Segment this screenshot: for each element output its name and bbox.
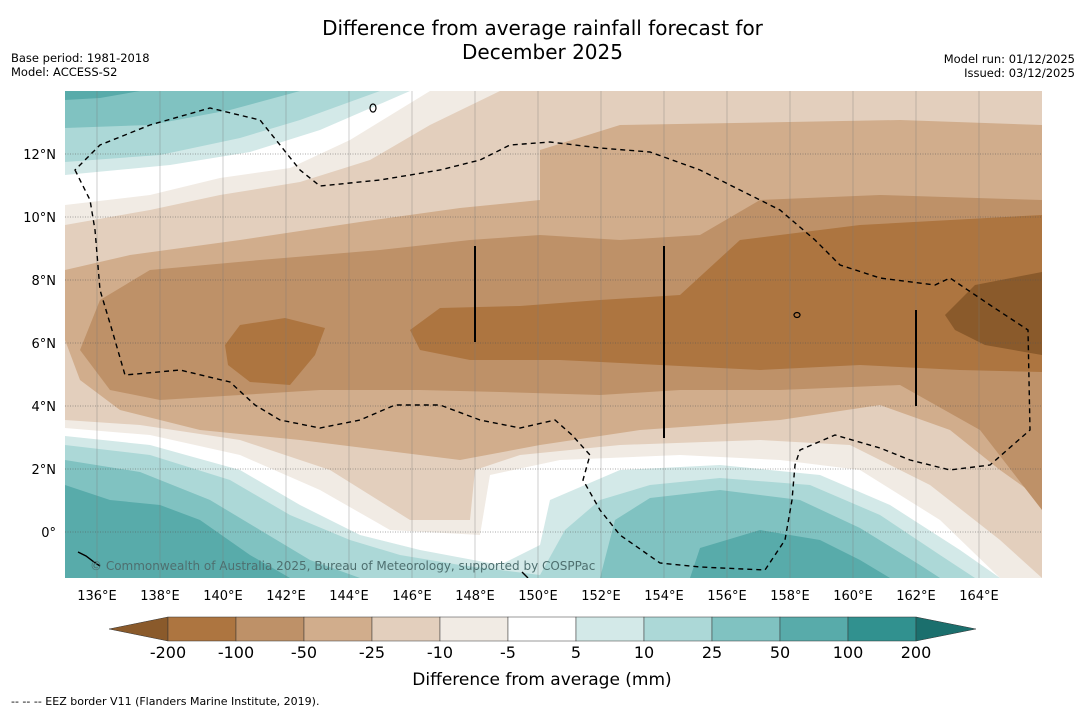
model-run: Model run: 01/12/2025 xyxy=(943,52,1075,66)
colorbar-tick-label: -10 xyxy=(427,643,453,662)
colorbar-tick-label: 50 xyxy=(770,643,790,662)
contour-minus100-east xyxy=(410,215,1042,372)
colorbar-swatch xyxy=(235,616,305,642)
x-tick-label: 152°E xyxy=(581,589,621,604)
eez-border xyxy=(74,107,1031,571)
x-tick-label: 142°E xyxy=(266,589,306,604)
y-tick-label: 12°N xyxy=(23,148,56,163)
colorbar-swatch xyxy=(711,616,781,642)
eez-footnote: -- -- -- EEZ border V11 (Flanders Marine… xyxy=(11,695,320,708)
colorbar-swatch xyxy=(303,616,373,642)
x-tick-label: 144°E xyxy=(329,589,369,604)
colorbar-tick-label: -50 xyxy=(291,643,317,662)
colorbar-swatch xyxy=(371,616,441,642)
colorbar-swatches xyxy=(108,616,977,642)
colorbar-tick-label: 10 xyxy=(634,643,654,662)
title-line-1: Difference from average rainfall forecas… xyxy=(322,16,763,40)
colorbar-arrow-low xyxy=(108,616,169,642)
x-tick-label: 164°E xyxy=(959,589,999,604)
colorbar-tick-label: 25 xyxy=(702,643,722,662)
contour-minus100-west xyxy=(225,318,325,385)
contour-minus200 xyxy=(945,272,1042,355)
x-tick-label: 136°E xyxy=(77,589,117,604)
y-tick-label: 8°N xyxy=(32,274,57,289)
colorbar-swatch xyxy=(779,616,849,642)
islands xyxy=(77,103,917,578)
x-tick-label: 158°E xyxy=(770,589,810,604)
colorbar-tick-label: -100 xyxy=(218,643,254,662)
colorbar-tick-label: -25 xyxy=(359,643,385,662)
meta-left: Base period: 1981-2018 Model: ACCESS-S2 xyxy=(11,51,150,79)
colorbar-tick-label: 5 xyxy=(571,643,581,662)
contour-north-100 xyxy=(65,91,140,100)
colorbar-swatch xyxy=(575,616,645,642)
contour-south-100 xyxy=(65,485,890,578)
latitude-gridlines xyxy=(65,153,1042,533)
colorbar-tick-label: -200 xyxy=(150,643,186,662)
meta-right: Model run: 01/12/2025 Issued: 03/12/2025 xyxy=(944,52,1075,80)
colorbar-title: Difference from average (mm) xyxy=(412,670,671,690)
colorbar-swatch xyxy=(643,616,713,642)
colorbar-tick-label: 200 xyxy=(901,643,932,662)
chart-title: Difference from average rainfall forecas… xyxy=(0,16,1085,64)
x-tick-label: 148°E xyxy=(455,589,495,604)
colorbar-arrow-high xyxy=(915,616,977,642)
base-period: Base period: 1981-2018 xyxy=(11,51,150,65)
colorbar-labels: -200 -100 -50 -25 -10 -5 5 10 25 50 100 200 xyxy=(150,643,931,662)
x-tick-label: 150°E xyxy=(518,589,558,604)
y-tick-label: 2°N xyxy=(32,463,57,478)
x-tick-label: 160°E xyxy=(833,589,873,604)
x-tick-label: 146°E xyxy=(392,589,432,604)
y-tick-labels: 12°N 10°N 8°N 6°N 4°N 2°N 0° xyxy=(23,148,56,541)
y-tick-label: 6°N xyxy=(32,337,57,352)
x-tick-label: 140°E xyxy=(203,589,243,604)
x-tick-label: 156°E xyxy=(707,589,747,604)
colorbar-swatch xyxy=(439,616,509,642)
contour-north-50 xyxy=(65,91,300,128)
colorbar-tick-label: -5 xyxy=(500,643,516,662)
colorbar-swatch xyxy=(847,616,917,642)
y-tick-label: 10°N xyxy=(23,211,56,226)
colorbar-tick-label: 100 xyxy=(833,643,864,662)
x-tick-label: 154°E xyxy=(644,589,684,604)
copyright-watermark: © Commonwealth of Australia 2025, Bureau… xyxy=(90,559,595,573)
y-tick-label: 4°N xyxy=(32,400,57,415)
colorbar-swatch xyxy=(167,616,237,642)
colorbar-swatch xyxy=(507,616,577,642)
title-line-2: December 2025 xyxy=(462,40,623,64)
y-tick-label: 0° xyxy=(41,526,56,541)
map-area: © Commonwealth of Australia 2025, Bureau… xyxy=(65,91,1042,578)
issued-date: Issued: 03/12/2025 xyxy=(964,66,1075,80)
x-tick-labels: 136°E 138°E 140°E 142°E 144°E 146°E 148°… xyxy=(77,589,999,604)
x-tick-label: 138°E xyxy=(140,589,180,604)
x-tick-label: 162°E xyxy=(896,589,936,604)
model-name: Model: ACCESS-S2 xyxy=(11,65,118,79)
